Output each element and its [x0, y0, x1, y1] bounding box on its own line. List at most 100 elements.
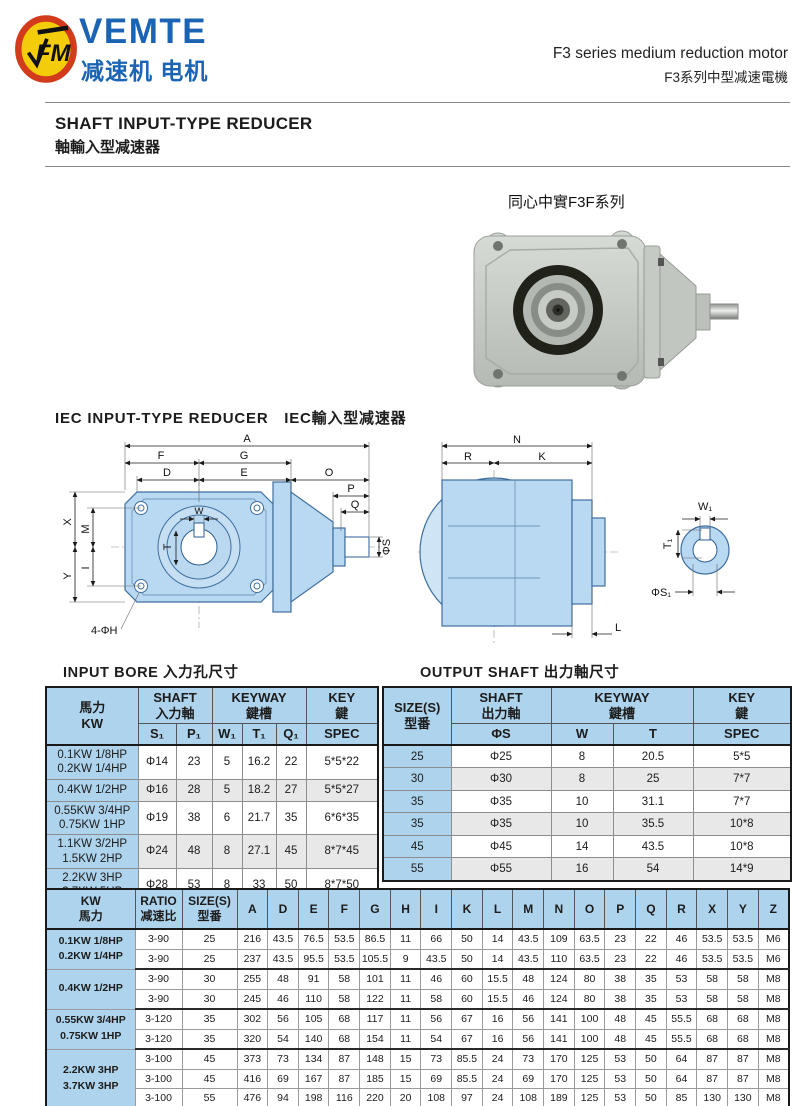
- table-cell: 302: [236, 1008, 269, 1030]
- side-body: [441, 479, 573, 627]
- table-cell: 7*7: [692, 767, 792, 791]
- table-cell: M8: [757, 1048, 790, 1070]
- logo-ring: [15, 15, 77, 83]
- table-cell: 130: [696, 1088, 728, 1106]
- table-cell: 48: [604, 1028, 637, 1050]
- table-cell: M6: [757, 928, 790, 950]
- table-cell: 11: [389, 1008, 422, 1030]
- logo-check-mark: [26, 38, 49, 69]
- table-cell: 86.5: [359, 928, 391, 950]
- dim-label-T1: T₁: [662, 538, 674, 549]
- table-cell: 3-120: [134, 1028, 183, 1050]
- row-label: 45: [382, 834, 452, 859]
- table-cell: 10: [550, 789, 614, 814]
- column-header-phiS: ΦS: [450, 723, 552, 746]
- table-cell: 216: [236, 928, 269, 950]
- dim-column-header: F: [328, 888, 361, 930]
- table-cell: 8*7*45: [305, 834, 379, 870]
- table-cell: M8: [757, 988, 790, 1010]
- column-header-keyway: KEYWAY 鍵槽: [211, 686, 307, 725]
- table-cell: 48: [175, 834, 213, 870]
- table-cell: 10*8: [692, 812, 792, 836]
- column-header-out-keyway: KEYWAY 鍵槽: [550, 686, 694, 725]
- table-cell: 43.5: [267, 948, 299, 970]
- dim-label-L: L: [615, 622, 621, 634]
- table-cell: M8: [757, 1068, 790, 1089]
- table-cell: 87: [727, 1068, 759, 1089]
- input-bore-header-row: 馬力 KW SHAFT 入力軸 KEYWAY 鍵槽 KEY 鍵: [45, 686, 379, 746]
- dim-column-header: I: [420, 888, 453, 930]
- series-title-en: F3 series medium reduction motor: [552, 45, 788, 62]
- table-cell: Φ16: [137, 778, 177, 802]
- output-shaft-header-row: SIZE(S) 型番 SHAFT 出力軸 KEYWAY 鍵槽 KEY 鍵: [382, 686, 792, 746]
- table-cell: Φ55: [450, 857, 552, 882]
- table-cell: 30: [181, 968, 238, 990]
- dimension-row: 3-90 25 237 43.5 95.5 53.5 105.5 9 43.5 50 14 43.5 1…: [46, 948, 790, 970]
- table-cell: 125: [573, 1088, 606, 1106]
- title-divider: [45, 166, 790, 167]
- row-label: 0.1KW 1/8HP 0.2KW 1/4HP: [45, 744, 139, 780]
- table-cell: 60: [451, 968, 483, 990]
- brand-tagline: 减速机 电机: [81, 58, 209, 84]
- dimension-row: 3-90 30 245 46 110 58 122 11 58 60 15.5 46 124 80 38 35…: [46, 988, 790, 1010]
- output-shaft-title: OUTPUT SHAFT 出力軸尺寸: [420, 665, 620, 681]
- table-cell: 54: [420, 1028, 453, 1050]
- table-cell: 53.5: [696, 948, 728, 970]
- row-label: 35: [382, 812, 452, 836]
- table-cell: 134: [297, 1048, 330, 1070]
- table-cell: 27: [275, 778, 307, 802]
- table-cell: 35: [635, 968, 667, 990]
- table-cell: 130: [727, 1088, 759, 1106]
- dim-label-N: N: [513, 434, 521, 446]
- output-shaft-row: 25 Φ25 8 20.5 5*5: [382, 744, 792, 769]
- row-label: 30: [382, 767, 452, 791]
- table-cell: 50: [635, 1068, 667, 1089]
- table-cell: 108: [512, 1088, 545, 1106]
- table-cell: 45: [635, 1008, 667, 1030]
- dim-column-header: Y: [727, 888, 759, 930]
- table-cell: 50: [635, 1048, 667, 1070]
- table-cell: 110: [543, 948, 575, 970]
- table-cell: 50: [451, 948, 483, 970]
- series-title-zh: F3系列中型减速電機: [664, 70, 788, 85]
- table-cell: 198: [297, 1088, 330, 1106]
- dim-column-header: E: [297, 888, 330, 930]
- table-cell: 170: [543, 1048, 575, 1070]
- logo-top-bar: [37, 25, 69, 35]
- table-cell: 5*5*22: [305, 744, 379, 780]
- table-cell: 105: [297, 1008, 330, 1030]
- dim-column-header: N: [543, 888, 575, 930]
- table-cell: 10: [550, 812, 614, 836]
- dim-label-Y: Y: [62, 572, 74, 580]
- table-cell: 97: [451, 1088, 483, 1106]
- page-title-zh: 軸輸入型减速器: [55, 139, 161, 156]
- table-cell: 66: [420, 928, 453, 950]
- column-header-out-spec: SPEC: [692, 723, 792, 746]
- table-cell: 11: [389, 1028, 422, 1050]
- output-shaft-table: SIZE(S) 型番 SHAFT 出力軸 KEYWAY 鍵槽 KEY 鍵 ΦS …: [382, 686, 792, 882]
- input-bore-title: INPUT BORE 入力孔尺寸: [63, 665, 239, 681]
- table-cell: 116: [328, 1088, 361, 1106]
- dim-column-header: D: [267, 888, 299, 930]
- table-cell: Φ14: [137, 744, 177, 780]
- dim-label-bolt-holes: 4-ΦH: [91, 625, 118, 637]
- table-cell: 46: [665, 928, 698, 950]
- table-cell: 45: [181, 1068, 238, 1089]
- table-cell: 25: [181, 928, 238, 950]
- table-cell: 38: [604, 988, 637, 1010]
- table-cell: 15: [389, 1048, 422, 1070]
- table-cell: 31.1: [612, 789, 694, 814]
- table-cell: 53.5: [696, 928, 728, 950]
- column-header-shaft: SHAFT 入力軸: [137, 686, 213, 725]
- table-cell: 48: [512, 968, 545, 990]
- dimension-row: 0.1KW 1/8HP 0.2KW 1/4HP 3-90 25 216 43.5 76.5…: [45, 928, 790, 970]
- table-cell: 85: [665, 1088, 698, 1106]
- table-cell: 10*8: [692, 834, 792, 859]
- table-cell: 87: [328, 1048, 361, 1070]
- bell-housing: [659, 252, 697, 372]
- side-view-diagram: N R K L: [418, 434, 621, 644]
- table-cell: 69: [420, 1068, 453, 1089]
- table-cell: 67: [451, 1028, 483, 1050]
- output-shaft-row: 45 Φ45 14 43.5 10*8: [382, 834, 792, 859]
- table-cell: 25: [181, 948, 238, 970]
